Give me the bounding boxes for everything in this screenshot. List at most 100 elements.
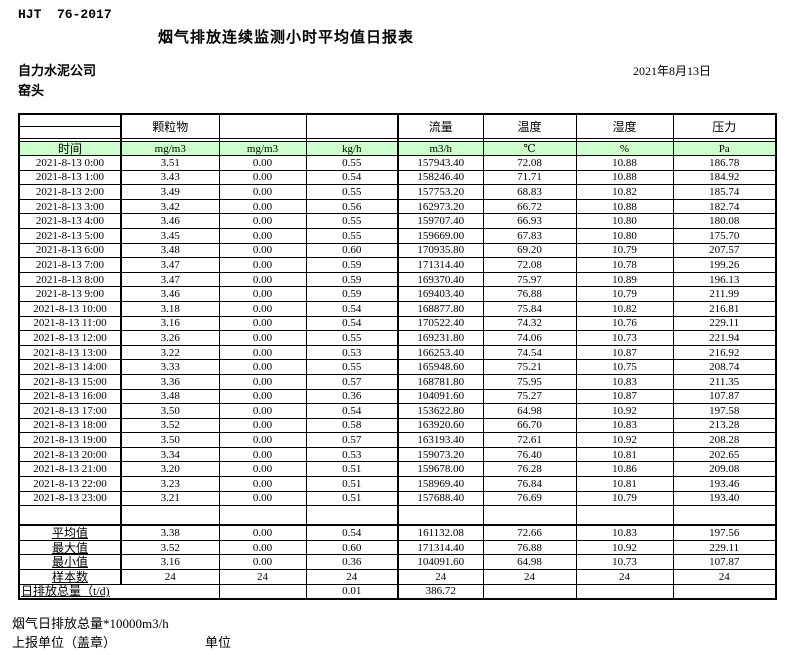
value-cell: 71.71: [482, 169, 577, 186]
col-header-particulate: 颗粒物: [120, 113, 220, 139]
value-cell: 158246.40: [397, 169, 484, 186]
value-cell: 3.16: [120, 315, 220, 332]
units-header-row: 时间 mg/m3 mg/m3 kg/h m3/h ℃ % Pa: [18, 141, 777, 156]
time-cell: 2021-8-13 14:00: [18, 359, 122, 375]
value-cell: 10.82: [575, 184, 674, 200]
value-cell: 0.00: [218, 344, 307, 361]
summary-label-cell: 最小值: [18, 554, 122, 571]
time-cell: 2021-8-13 11:00: [18, 315, 122, 332]
value-cell: 0.51: [305, 461, 399, 478]
time-cell: 2021-8-13 22:00: [18, 476, 122, 492]
value-cell: 0.51: [305, 490, 399, 507]
value-cell: 185.74: [672, 184, 777, 200]
time-cell: 2021-8-13 7:00: [18, 257, 122, 273]
summary-value-cell: 0.36: [305, 554, 399, 571]
summary-value-cell: 76.88: [482, 539, 577, 556]
value-cell: 193.46: [672, 476, 777, 492]
value-cell: 157753.20: [397, 184, 484, 200]
time-cell: 2021-8-13 6:00: [18, 242, 122, 259]
value-cell: 3.20: [120, 461, 220, 478]
value-cell: 0.00: [218, 330, 307, 346]
summary-label-cell: 平均值: [18, 524, 122, 541]
time-cell: 2021-8-13 19:00: [18, 432, 122, 448]
value-cell: 0.00: [218, 315, 307, 332]
value-cell: 104091.60: [397, 388, 484, 405]
value-cell: 208.28: [672, 432, 777, 448]
value-cell: 10.79: [575, 286, 674, 302]
table-row: 2021-8-13 16:00 3.48 0.00 0.36 104091.60 75.2…: [18, 388, 777, 405]
daily-total-value-cell: 386.72: [397, 583, 484, 600]
table-row: 2021-8-13 20:00 3.34 0.00 0.53 159073.20 76.4…: [18, 446, 777, 463]
summary-value-cell: 3.16: [120, 554, 220, 571]
summary-row: 样本数 24 24 24 24 24 24 24: [18, 569, 777, 585]
table-row: 2021-8-13 2:00 3.49 0.00 0.55 157753.20 68.83…: [18, 184, 777, 200]
daily-total-value-cell: [672, 583, 777, 600]
summary-value-cell: 64.98: [482, 554, 577, 571]
value-cell: 0.00: [218, 432, 307, 448]
summary-value-cell: 197.56: [672, 524, 777, 541]
value-cell: 0.57: [305, 373, 399, 390]
value-cell: 3.50: [120, 432, 220, 448]
value-cell: 207.57: [672, 242, 777, 259]
spacer-cell: [672, 505, 777, 527]
value-cell: 157688.40: [397, 490, 484, 507]
value-cell: 0.57: [305, 432, 399, 448]
value-cell: 171314.40: [397, 257, 484, 273]
value-cell: 3.34: [120, 446, 220, 463]
value-cell: 0.55: [305, 330, 399, 346]
col-header-blank-2: [305, 113, 399, 139]
daily-total-label-cell: 日排放总量（t/d): [18, 583, 220, 600]
time-cell: 2021-8-13 17:00: [18, 403, 122, 419]
table-row: 2021-8-13 7:00 3.47 0.00 0.59 171314.40 72.08…: [18, 257, 777, 273]
daily-total-value-cell: [575, 583, 674, 600]
monitoring-data-table: 颗粒物 流量 温度 湿度 压力 时间 mg/m3 mg/m3 kg/h m3/h…: [18, 113, 777, 601]
value-cell: 3.52: [120, 417, 220, 434]
monitor-point-label: 窑头: [18, 83, 45, 98]
value-cell: 159678.00: [397, 461, 484, 478]
value-cell: 10.83: [575, 417, 674, 434]
summary-value-cell: 24: [397, 569, 484, 585]
spacer-cell: [305, 505, 399, 527]
value-cell: 169403.40: [397, 286, 484, 302]
value-cell: 0.00: [218, 198, 307, 215]
value-cell: 216.81: [672, 300, 777, 317]
value-cell: 0.56: [305, 198, 399, 215]
value-cell: 157943.40: [397, 155, 484, 171]
value-cell: 163920.60: [397, 417, 484, 434]
value-cell: 64.98: [482, 403, 577, 419]
unit-label: 单位: [205, 635, 232, 650]
value-cell: 0.59: [305, 257, 399, 273]
time-cell: 2021-8-13 0:00: [18, 155, 122, 171]
value-cell: 10.80: [575, 213, 674, 229]
value-cell: 3.47: [120, 271, 220, 288]
summary-value-cell: 10.73: [575, 554, 674, 571]
value-cell: 75.84: [482, 300, 577, 317]
value-cell: 169231.80: [397, 330, 484, 346]
summary-label-cell: 最大值: [18, 539, 122, 556]
value-cell: 74.32: [482, 315, 577, 332]
time-cell: 2021-8-13 9:00: [18, 286, 122, 302]
value-cell: 75.27: [482, 388, 577, 405]
value-cell: 10.82: [575, 300, 674, 317]
value-cell: 0.55: [305, 227, 399, 244]
value-cell: 209.08: [672, 461, 777, 478]
value-cell: 10.88: [575, 155, 674, 171]
value-cell: 10.88: [575, 198, 674, 215]
time-cell: 2021-8-13 21:00: [18, 461, 122, 478]
value-cell: 182.74: [672, 198, 777, 215]
time-cell: 2021-8-13 1:00: [18, 169, 122, 186]
value-cell: 67.83: [482, 227, 577, 244]
summary-value-cell: 3.38: [120, 524, 220, 541]
value-cell: 10.81: [575, 446, 674, 463]
value-cell: 0.54: [305, 403, 399, 419]
value-cell: 10.80: [575, 227, 674, 244]
value-cell: 0.00: [218, 446, 307, 463]
value-cell: 76.84: [482, 476, 577, 492]
summary-row: 最小值 3.16 0.00 0.36 104091.60 64.98 10.73 107.87: [18, 554, 777, 571]
value-cell: 10.79: [575, 242, 674, 259]
value-cell: 168781.80: [397, 373, 484, 390]
value-cell: 10.81: [575, 476, 674, 492]
time-cell: 2021-8-13 5:00: [18, 227, 122, 244]
spacer-cell: [397, 505, 484, 527]
value-cell: 0.00: [218, 169, 307, 186]
